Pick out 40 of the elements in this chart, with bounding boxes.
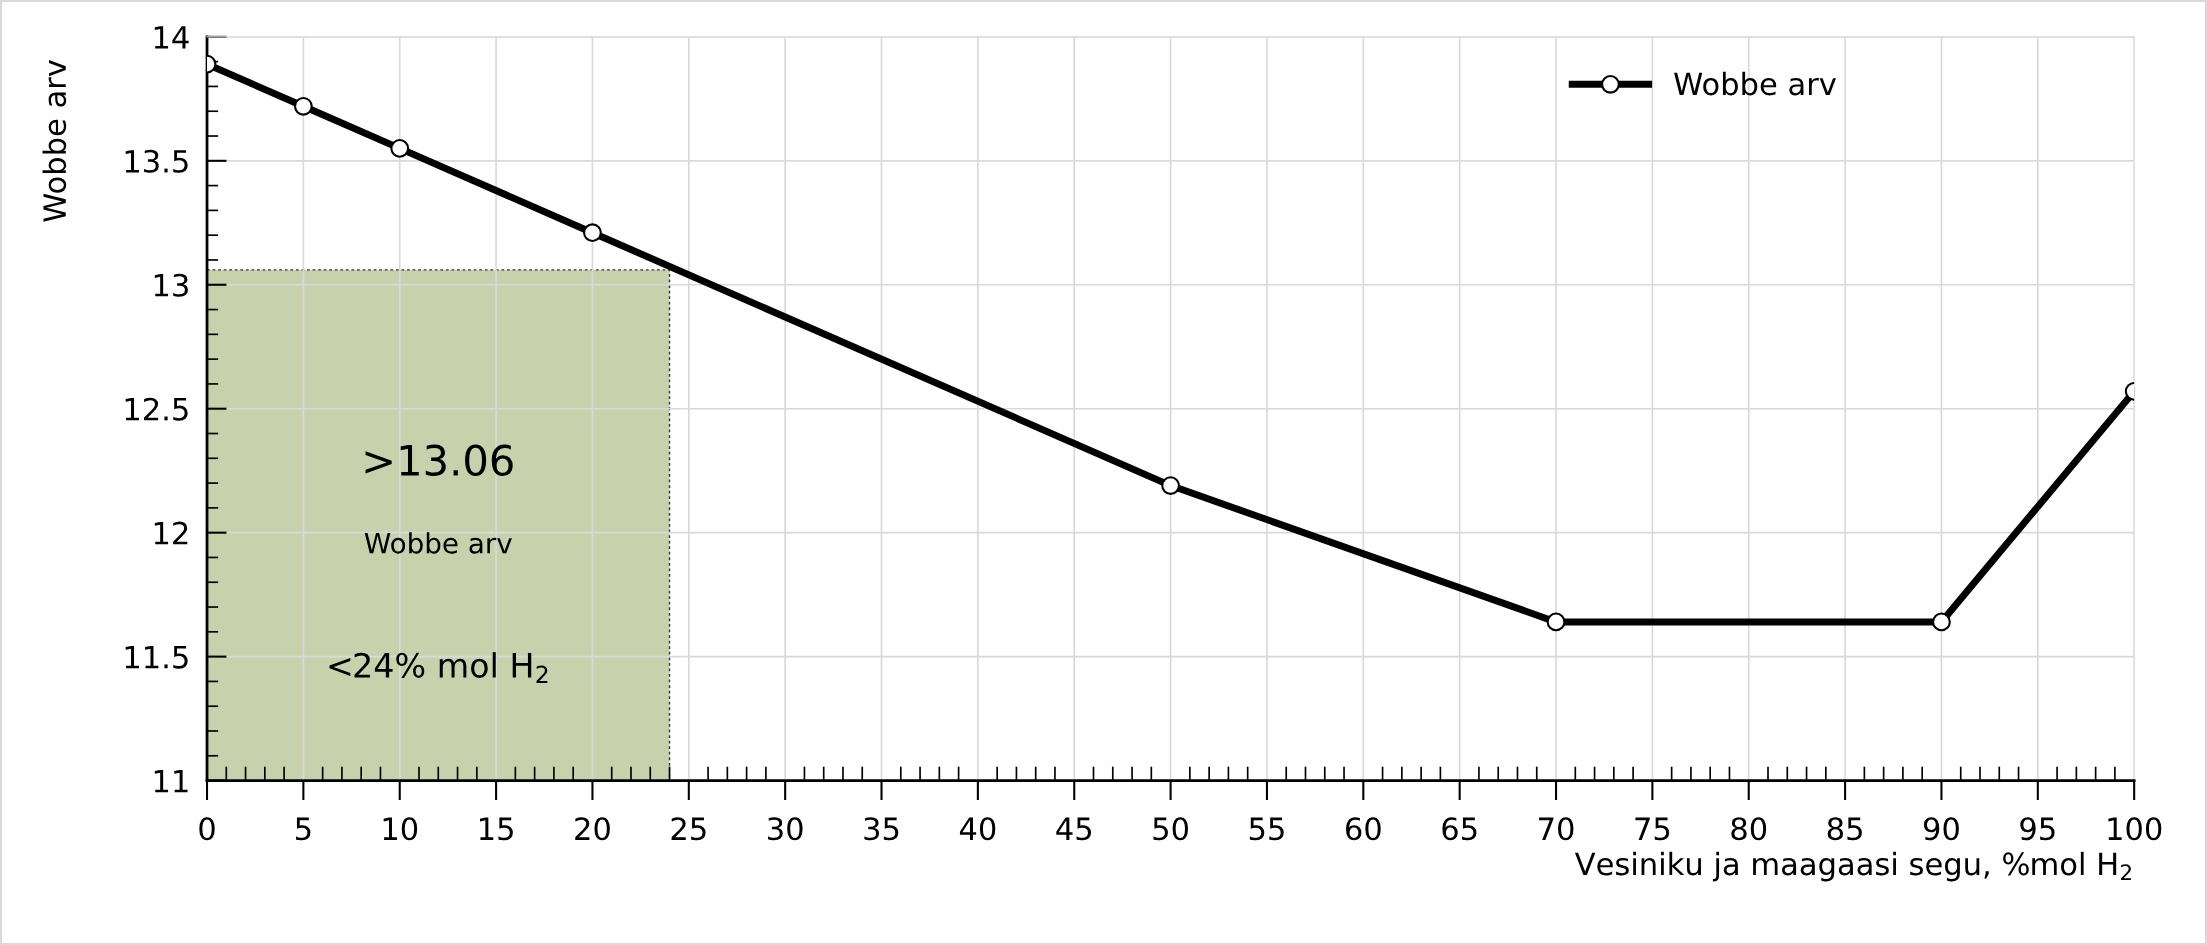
annotation: >13.06 (365, 444, 513, 477)
legend-label: Wobbe arv (1674, 71, 1836, 96)
x-tick-label: 80 (1731, 817, 1767, 841)
x-tick-label: 25 (671, 817, 706, 841)
x-tick-label: 5 (296, 817, 311, 841)
x-tick-label: 85 (1827, 817, 1862, 841)
y-tick-label: 12 (154, 521, 188, 545)
x-tick-label: 70 (1539, 817, 1574, 841)
point (1932, 612, 1951, 632)
y-tick-label: 11 (154, 769, 188, 793)
x-tick-label: 90 (1923, 817, 1959, 841)
y-tick-label: 13.5 (125, 149, 188, 173)
x-tick-label: 30 (768, 817, 803, 841)
x-tick-label: 40 (959, 817, 996, 841)
point (294, 96, 313, 116)
point (1546, 612, 1566, 632)
x-tick-label: 60 (1346, 817, 1381, 841)
point (1161, 476, 1180, 495)
x-tick-label: 15 (480, 817, 513, 841)
y-tick-label: 11.5 (125, 645, 188, 669)
annotation: Wobbe arv (364, 532, 512, 554)
x-tick-label: 45 (1056, 817, 1092, 841)
x-tick-label: 10 (383, 817, 418, 841)
x-tick-label: 65 (1442, 817, 1477, 841)
x-tick-label: 100 (2108, 817, 2162, 841)
y-axis-title: Wobbe arv (42, 60, 67, 222)
point (583, 223, 602, 243)
x-tick-label: 55 (1249, 817, 1284, 841)
x-tick-label: 20 (575, 817, 610, 841)
x-axis-title: Vesiniku ja maagaasi segu, %mol H$_{2}$ (1574, 851, 2131, 882)
x-tick-label: 50 (1153, 817, 1188, 841)
annotation: <24% mol H$_{2}$ (329, 652, 548, 683)
x-tick-label: 95 (2020, 817, 2055, 841)
y-tick-label: 13 (154, 273, 188, 297)
x-tick-label: 75 (1635, 817, 1670, 841)
x-tick-label: 0 (199, 817, 215, 841)
point (390, 139, 410, 158)
x-tick-label: 35 (864, 817, 899, 841)
y-tick-label: 12.5 (125, 397, 188, 421)
y-tick-label: 14 (154, 26, 189, 49)
